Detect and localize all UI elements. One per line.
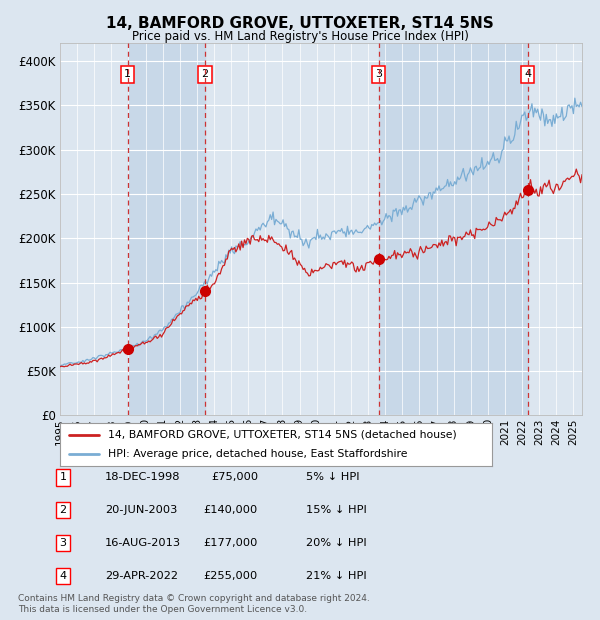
Text: 3: 3 [375, 69, 382, 79]
Text: Price paid vs. HM Land Registry's House Price Index (HPI): Price paid vs. HM Land Registry's House … [131, 30, 469, 43]
Text: 2: 2 [202, 69, 209, 79]
Text: £177,000: £177,000 [203, 538, 258, 548]
Bar [379, 43, 528, 415]
Text: 1: 1 [59, 472, 67, 482]
Text: HPI: Average price, detached house, East Staffordshire: HPI: Average price, detached house, East… [107, 449, 407, 459]
Bar [128, 43, 205, 415]
Text: 4: 4 [59, 571, 67, 581]
Text: 14, BAMFORD GROVE, UTTOXETER, ST14 5NS: 14, BAMFORD GROVE, UTTOXETER, ST14 5NS [106, 16, 494, 30]
Text: 1: 1 [124, 69, 131, 79]
Text: 18-DEC-1998: 18-DEC-1998 [105, 472, 181, 482]
Text: £75,000: £75,000 [211, 472, 258, 482]
Text: £140,000: £140,000 [204, 505, 258, 515]
Text: 29-APR-2022: 29-APR-2022 [105, 571, 178, 581]
Text: 20-JUN-2003: 20-JUN-2003 [105, 505, 178, 515]
Text: £255,000: £255,000 [204, 571, 258, 581]
Text: 3: 3 [59, 538, 67, 548]
Text: 2: 2 [59, 505, 67, 515]
Text: 16-AUG-2013: 16-AUG-2013 [105, 538, 181, 548]
Text: 5% ↓ HPI: 5% ↓ HPI [306, 472, 359, 482]
Text: 15% ↓ HPI: 15% ↓ HPI [306, 505, 367, 515]
Text: 4: 4 [524, 69, 532, 79]
Text: 21% ↓ HPI: 21% ↓ HPI [306, 571, 367, 581]
Text: Contains HM Land Registry data © Crown copyright and database right 2024.: Contains HM Land Registry data © Crown c… [18, 593, 370, 603]
Text: 14, BAMFORD GROVE, UTTOXETER, ST14 5NS (detached house): 14, BAMFORD GROVE, UTTOXETER, ST14 5NS (… [107, 430, 456, 440]
Text: This data is licensed under the Open Government Licence v3.0.: This data is licensed under the Open Gov… [18, 604, 307, 614]
Text: 20% ↓ HPI: 20% ↓ HPI [306, 538, 367, 548]
